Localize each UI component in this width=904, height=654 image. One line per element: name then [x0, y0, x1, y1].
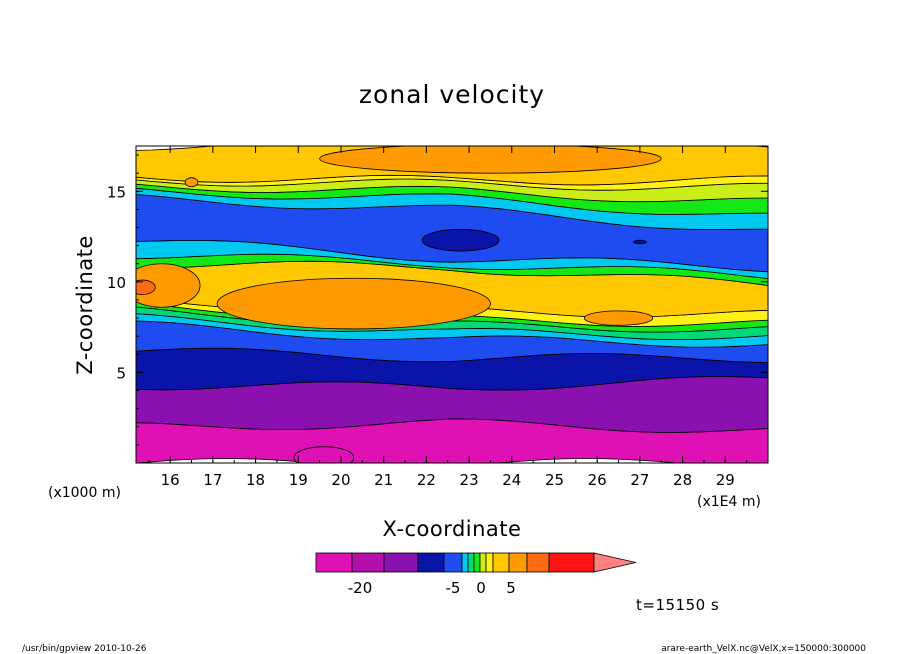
contour-region-7 [293, 446, 355, 463]
colorbar-cell [479, 552, 487, 573]
colorbar-cell [315, 552, 353, 573]
x-tick-label: 17 [203, 471, 222, 489]
x-axis-ticks: 16 17 18 19 20 21 22 23 24 25 26 27 28 29 [148, 146, 769, 489]
y-axis-unit: (x1000 m) [48, 485, 121, 501]
contour-region-5 [633, 239, 647, 245]
contour-region-6 [319, 146, 662, 174]
chart-title: zonal velocity [359, 80, 545, 109]
colorbar-arrow [593, 552, 637, 573]
x-tick-label: 24 [502, 471, 521, 489]
colorbar-label: 5 [506, 579, 516, 597]
y-axis-ticks: 5 10 15 [107, 154, 768, 446]
x-axis-label: X-coordinate [383, 517, 522, 541]
y-axis-label: Z-coordinate [73, 235, 97, 375]
colorbar-cell [461, 552, 469, 573]
colorbar: -20 -5 0 5 [315, 552, 637, 597]
x-tick-label: 25 [545, 471, 564, 489]
x-tick-label: 22 [417, 471, 436, 489]
y-tick-label: 5 [116, 364, 126, 382]
x-tick-label: 23 [460, 471, 479, 489]
time-label: t=15150 s [636, 596, 719, 614]
y-tick-label: 15 [107, 183, 126, 201]
contour-region-0 [216, 277, 491, 330]
colorbar-cell [526, 552, 550, 573]
x-tick-label: 19 [289, 471, 308, 489]
contour-region-8 [184, 177, 199, 188]
colorbar-cell [473, 552, 481, 573]
y-tick-label: 10 [107, 274, 126, 292]
plot-frame [135, 145, 769, 464]
contour-region-1 [136, 263, 201, 308]
colorbar-label: -20 [348, 579, 373, 597]
x-axis-unit: (x1E4 m) [697, 494, 761, 510]
x-tick-label: 29 [716, 471, 735, 489]
x-tick-label: 28 [673, 471, 692, 489]
colorbar-cell [508, 552, 528, 573]
contour-region-4 [421, 228, 500, 252]
x-tick-label: 26 [588, 471, 607, 489]
colorbar-label: -5 [446, 579, 461, 597]
contour-region-2 [136, 279, 156, 295]
contour-region-3 [583, 310, 654, 326]
colorbar-cell [485, 552, 494, 573]
x-tick-label: 21 [374, 471, 393, 489]
x-tick-label: 27 [630, 471, 649, 489]
colorbar-cell [383, 552, 419, 573]
colorbar-cell [492, 552, 510, 573]
colorbar-cell [351, 552, 385, 573]
x-tick-label: 18 [246, 471, 265, 489]
x-tick-label: 16 [161, 471, 180, 489]
plot-area [136, 146, 768, 463]
x-tick-label: 20 [331, 471, 350, 489]
footer-left: /usr/bin/gpview 2010-10-26 [22, 644, 147, 654]
colorbar-cell [548, 552, 595, 573]
colorbar-cell [467, 552, 475, 573]
footer-right: arare-earth_VelX.nc@VelX,x=150000:300000 [661, 644, 866, 654]
colorbar-cell [417, 552, 445, 573]
colorbar-cell [443, 552, 463, 573]
colorbar-label: 0 [476, 579, 486, 597]
